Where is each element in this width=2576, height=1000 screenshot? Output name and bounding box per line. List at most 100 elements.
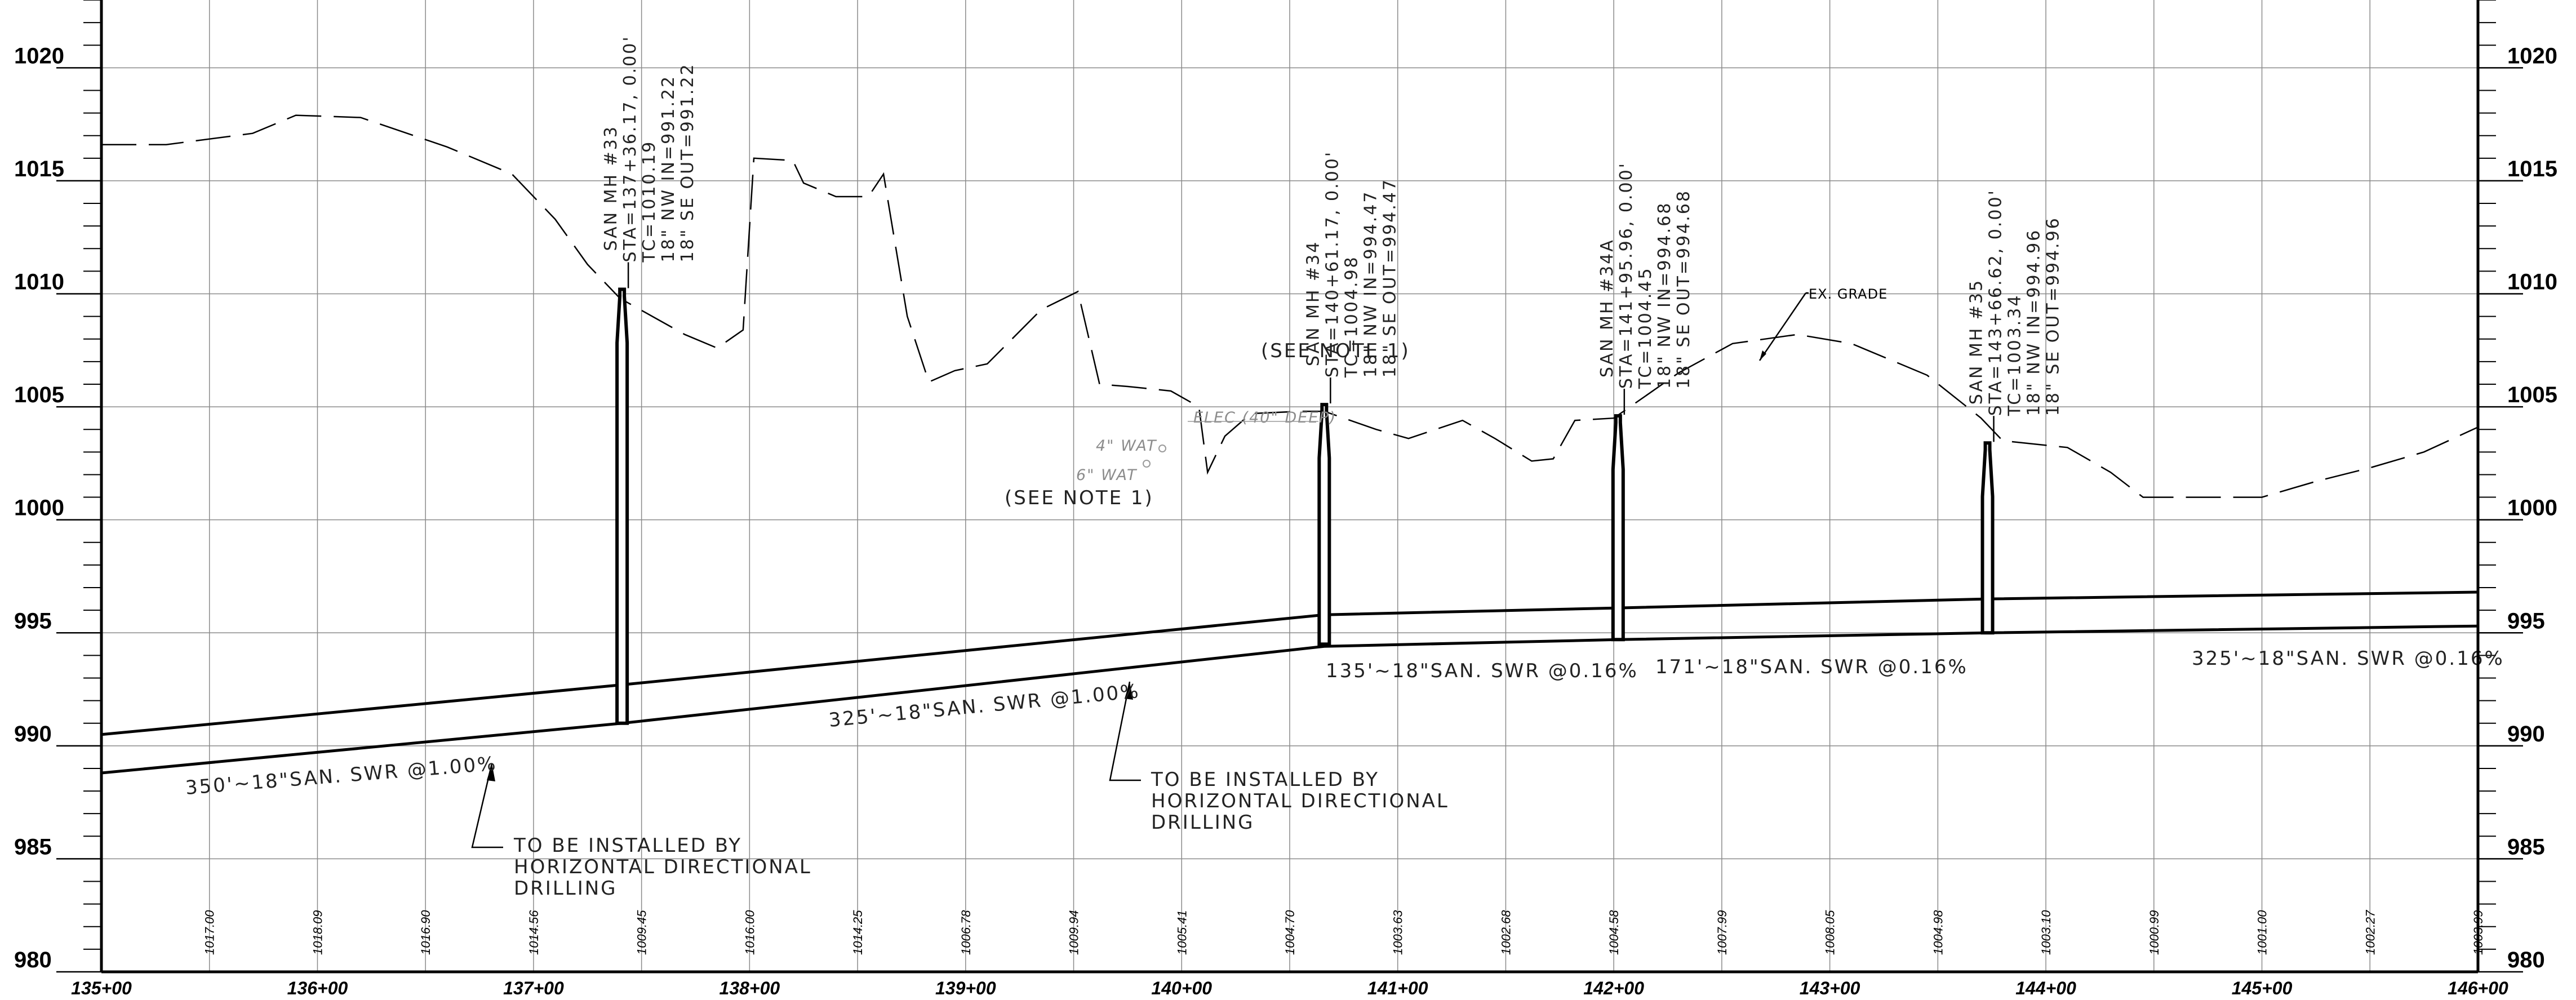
- manhole-top-of-casting: TC=1004.98: [1342, 255, 1361, 378]
- manhole-4: SAN MH #35 STA=143+66.62, 0.00' TC=1003.34…: [1967, 189, 2063, 635]
- elev-label-left: 1005: [14, 383, 64, 407]
- manhole-3: SAN MH #34A STA=141+95.96, 0.00' TC=1004.4…: [1597, 162, 1694, 642]
- elec-crossing-label: ELEC (40" DEEP): [1193, 409, 1336, 426]
- ground-elevation-label: 1016.90: [419, 910, 433, 955]
- ground-elevation-label: 1003.10: [2039, 910, 2053, 955]
- hdd-left-line-3: DRILLING: [514, 877, 618, 900]
- ground-elevation-label: 1014.25: [851, 910, 865, 955]
- manhole-top-of-casting: TC=1004.45: [1636, 266, 1655, 389]
- ground-elevation-label: 1000.99: [2147, 910, 2161, 955]
- elev-label-left: 1015: [14, 157, 64, 181]
- ground-elevation-label: 1004.58: [1607, 910, 1621, 955]
- ground-elevation-label: 1001.00: [2255, 910, 2269, 955]
- elev-label-left: 1000: [14, 496, 64, 521]
- station-label: 136+00: [287, 978, 348, 998]
- water-4in-crossing: [1158, 445, 1166, 452]
- hdd-mid-line-3: DRILLING: [1151, 811, 1255, 834]
- hdd-mid-leader: [1109, 681, 1141, 781]
- hdd-left-leader: [471, 763, 503, 848]
- hdd-mid-arrowhead: [1125, 682, 1133, 700]
- hdd-note-left: TO BE INSTALLED BY HORIZONTAL DIRECTIONA…: [471, 763, 810, 900]
- ground-elevation-label: 1004.70: [1283, 910, 1297, 955]
- elev-label-left: 985: [14, 834, 52, 859]
- pipe-crown-line: [101, 590, 2479, 736]
- elev-label-right: 985: [2507, 834, 2545, 859]
- manhole-station: STA=140+61.17, 0.00': [1322, 150, 1342, 377]
- ex-grade-arrowhead: [1760, 350, 1766, 361]
- elev-label-left: 1010: [14, 270, 64, 295]
- ground-elevation-label: 1002.27: [2363, 910, 2377, 955]
- station-label: 146+00: [2448, 978, 2508, 998]
- station-label: 137+00: [503, 978, 564, 998]
- pipe-label-segment-3: 135'~18"SAN. SWR @0.16%: [1326, 660, 1638, 682]
- hdd-left-arrowhead: [487, 763, 495, 781]
- ground-elevation-label: 1003.63: [1391, 910, 1405, 955]
- manhole-1: SAN MH #33 STA=137+36.17, 0.00' TC=1010.19…: [601, 35, 698, 725]
- ground-elevation-label: 1009.45: [635, 910, 649, 955]
- elev-label-right: 1005: [2507, 383, 2557, 407]
- manholes: SAN MH #33 STA=137+36.17, 0.00' TC=1010.19…: [601, 35, 2063, 725]
- see-note-lower: (SEE NOTE 1): [1005, 487, 1154, 509]
- ground-elevation-label: 1018.09: [310, 910, 325, 955]
- ground-elevation-label: 1004.98: [1931, 910, 1945, 955]
- hdd-note-mid: TO BE INSTALLED BY HORIZONTAL DIRECTIONA…: [1109, 681, 1447, 834]
- manhole-station: STA=143+66.62, 0.00': [1986, 189, 2006, 416]
- manhole-structure: [1980, 441, 1995, 635]
- ground-elevation-label: 1017.00: [203, 910, 217, 955]
- ex-grade-leader: [1758, 292, 1807, 361]
- manhole-nw-invert: 18" NW IN=994.68: [1655, 202, 1675, 389]
- manhole-2: SAN MH #34 STA=140+61.17, 0.00' TC=1004.98…: [1303, 150, 1400, 646]
- elev-label-right: 995: [2507, 608, 2545, 633]
- elev-label-right: 1015: [2507, 157, 2557, 181]
- manhole-se-invert: 18" SE OUT=994.68: [1674, 189, 1694, 389]
- manhole-nw-invert: 18" NW IN=994.47: [1361, 190, 1380, 378]
- elev-label-left: 995: [14, 608, 52, 633]
- ground-elevation-label: 1008.05: [1823, 910, 1837, 955]
- station-label: 144+00: [2015, 978, 2076, 998]
- existing-grade: [101, 114, 2479, 498]
- ground-elevation-label: 1009.94: [1067, 910, 1081, 955]
- ground-elevation-label: 1006.78: [959, 910, 973, 955]
- ground-elevation-label: 1005.41: [1175, 910, 1189, 955]
- hdd-left-line-1: TO BE INSTALLED BY: [513, 834, 742, 857]
- station-label: 142+00: [1583, 978, 1644, 998]
- ground-elevation-label: 1007.99: [1715, 910, 1729, 955]
- station-label: 140+00: [1151, 978, 1212, 998]
- station-label: 143+00: [1800, 978, 1860, 998]
- hdd-mid-line-1: TO BE INSTALLED BY: [1151, 768, 1379, 791]
- manhole-structure: [1611, 414, 1625, 642]
- manhole-structure: [1317, 403, 1331, 646]
- existing-grade-line: [101, 114, 2479, 498]
- elev-label-left: 1020: [14, 43, 64, 68]
- water-4in-label: 4" WAT: [1096, 437, 1157, 455]
- station-label: 145+00: [2232, 978, 2293, 998]
- water-6in-label: 6" WAT: [1076, 466, 1138, 484]
- manhole-name: SAN MH #33: [601, 125, 621, 251]
- grid: [101, 0, 2478, 972]
- ground-elevation-label: 1014.56: [527, 910, 541, 955]
- pipe-label-segment-4: 171'~18"SAN. SWR @0.16%: [1655, 656, 1968, 678]
- manhole-top-of-casting: TC=1003.34: [2005, 294, 2025, 417]
- manhole-station: STA=141+95.96, 0.00': [1616, 162, 1636, 389]
- manhole-structure: [615, 287, 629, 725]
- manhole-name: SAN MH #35: [1967, 279, 1987, 405]
- manhole-station: STA=137+36.17, 0.00': [620, 35, 640, 262]
- manhole-top-of-casting: TC=1010.19: [639, 140, 659, 263]
- elev-label-right: 980: [2507, 948, 2545, 972]
- ground-elevation-label: 1002.68: [1499, 910, 1513, 955]
- axes: 1020 1020 1015 1015 1010 1010 1005 1005 1000 1000…: [14, 0, 2557, 998]
- ex-grade-label: EX. GRADE: [1809, 286, 1887, 302]
- water-6in-crossing: [1143, 460, 1151, 468]
- elev-label-right: 990: [2507, 722, 2545, 746]
- pipe-invert-line: [101, 624, 2479, 775]
- elev-label-right: 1000: [2507, 496, 2557, 521]
- elev-label-left: 990: [14, 722, 52, 746]
- pipe-label-segment-5: 325'~18"SAN. SWR @0.16%: [2192, 647, 2504, 670]
- see-note-upper: (SEE NOTE 1): [1261, 340, 1410, 362]
- station-label: 135+00: [71, 978, 132, 998]
- manhole-nw-invert: 18" NW IN=994.96: [2024, 229, 2044, 416]
- station-label: 141+00: [1367, 978, 1428, 998]
- manhole-se-invert: 18" SE OUT=994.47: [1380, 178, 1400, 377]
